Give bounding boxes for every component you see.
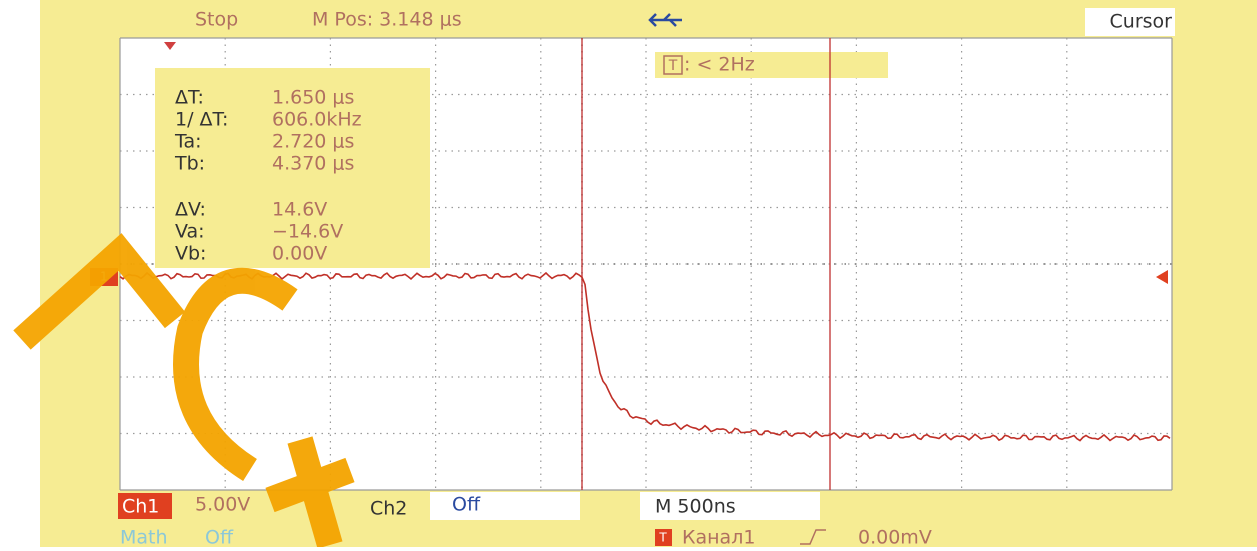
trigger-level: 0.00mV [858,527,932,548]
measurement-label: Vb: [175,243,206,265]
math-value: Off [205,527,234,548]
trigger-source-icon: T [658,531,667,545]
measurement-label: Va: [175,221,205,243]
ch1-scale: 5.00V [195,494,250,516]
ch2-label: Ch2 [370,498,407,520]
measurement-label: ΔT: [175,87,204,109]
measurement-label: ΔV: [175,199,206,221]
math-label: Math [120,527,168,548]
measurement-value: −14.6V [272,221,343,243]
measurement-label: 1/ ΔT: [175,109,228,131]
position: M Pos: 3.148 μs [312,9,462,31]
trigger-source: Канал1 [682,527,755,548]
timebase: M 500ns [655,496,736,518]
ch2-value: Off [452,494,481,516]
measurement-value: 4.370 μs [272,153,354,175]
status: Stop [195,9,238,31]
oscilloscope-screen: Stop M Pos: 3.148 μs Cursor ΔT: 1.650 μs 1… [0,0,1257,547]
measurement-value: 0.00V [272,243,327,265]
measurement-value: 2.720 μs [272,131,354,153]
measurement-label: Tb: [174,153,205,175]
measurement-value: 606.0kHz [272,109,362,131]
ch1-label: Ch1 [122,496,159,518]
measurement-value: 14.6V [272,199,327,221]
measurement-value: 1.650 μs [272,87,354,109]
menu-title: Cursor [1110,11,1173,33]
measurement-label: Ta: [174,131,202,153]
trigger-icon: T [668,58,678,74]
trigger-frequency: : < 2Hz [684,54,755,76]
